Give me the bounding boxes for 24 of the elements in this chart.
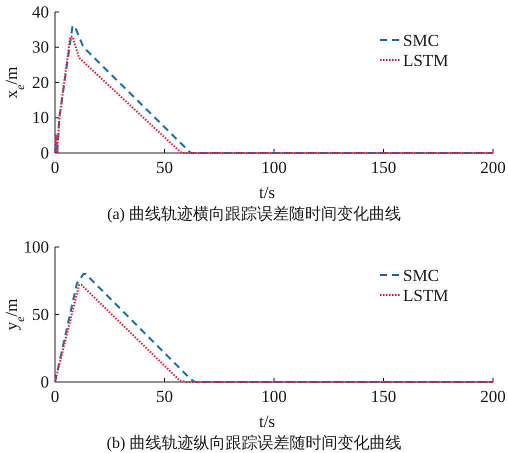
- y-tick-label: 20: [32, 72, 49, 92]
- text: (b) 曲线轨迹纵向跟踪误差随时间变化曲线: [106, 434, 402, 452]
- y-tick-label: 40: [32, 2, 49, 22]
- x-axis-title: t/s: [258, 183, 276, 202]
- x-tick-label: 50: [156, 158, 173, 178]
- x-tick-label: 150: [370, 387, 396, 406]
- y-tick-label: 50: [32, 304, 49, 324]
- x-axis-title: t/s: [258, 412, 276, 431]
- x-tick-label: 200: [480, 158, 506, 178]
- legend-label: LSTM: [403, 286, 448, 305]
- y-tick-label: 0: [40, 143, 49, 162]
- x-tick-label: 100: [261, 158, 287, 178]
- text: (a) 曲线轨迹横向跟踪误差随时间变化曲线: [107, 205, 401, 223]
- x-tick-label: 50: [156, 387, 173, 406]
- y-tick-label: 100: [24, 237, 49, 256]
- x-tick-label: 200: [480, 387, 506, 406]
- legend-label: SMC: [403, 266, 439, 285]
- legend-label: LSTM: [403, 51, 448, 70]
- y-tick-label: 0: [40, 372, 49, 392]
- legend-label: SMC: [403, 31, 439, 50]
- x-tick-label: 150: [370, 158, 396, 178]
- x-tick-label: 100: [261, 387, 287, 406]
- y-tick-label: 10: [32, 108, 49, 128]
- y-tick-label: 30: [32, 38, 49, 57]
